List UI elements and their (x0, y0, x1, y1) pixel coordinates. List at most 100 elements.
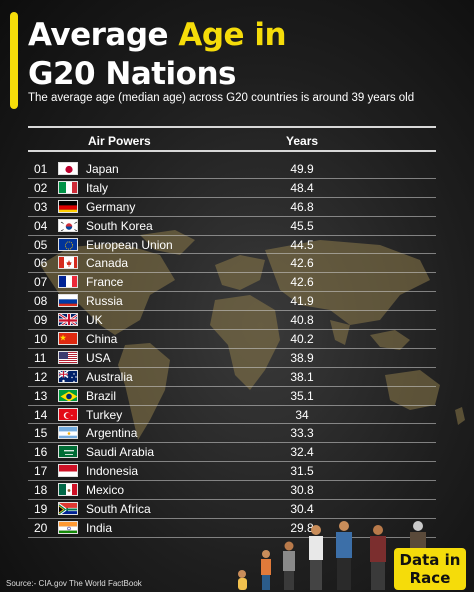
title-line2: G20 Nations (28, 56, 237, 92)
table-row: 12 Australia 38.1 (28, 368, 436, 387)
title-accent-bar (10, 12, 18, 109)
title-highlight: Age in (178, 17, 287, 53)
table-row: 19 South Africa 30.4 (28, 500, 436, 519)
table-rows: 01 Japan 49.9 02 Italy 48.4 03 Germany 46.8 04 Sou… (28, 160, 436, 538)
canada-flag (58, 256, 78, 270)
table-row: 05 European Union 44.5 (28, 236, 436, 255)
table-row: 02 Italy 48.4 (28, 179, 436, 198)
country-name: European Union (86, 237, 173, 252)
rank-number: 07 (34, 275, 48, 290)
table-row: 11 USA 38.9 (28, 349, 436, 368)
country-name: Saudi Arabia (86, 445, 155, 460)
country-name: Australia (86, 369, 133, 384)
rank-number: 16 (34, 445, 48, 460)
median-age-value: 33.3 (290, 426, 314, 441)
country-name: India (86, 520, 113, 535)
ranking-table: Air Powers Years 01 Japan 49.9 02 Italy 48.4 0… (28, 126, 436, 538)
rank-number: 11 (34, 350, 47, 365)
france-flag (58, 275, 78, 289)
column-header-country: Air Powers (88, 134, 151, 148)
source-note: Source:- CIA.gov The World FactBook (6, 579, 142, 588)
table-row: 06 Canada 42.6 (28, 254, 436, 274)
rank-number: 04 (34, 218, 48, 233)
table-row: 17 Indonesia 31.5 (28, 462, 436, 482)
data-in-race-logo: Data in Race (394, 548, 466, 590)
rank-number: 20 (34, 520, 48, 535)
median-age-value: 29.8 (290, 520, 314, 535)
country-name: Turkey (86, 407, 123, 422)
country-name: South Korea (86, 218, 153, 233)
median-age-value: 41.9 (290, 294, 314, 309)
table-row: 20 India 29.8 (28, 519, 436, 538)
median-age-value: 40.8 (290, 313, 314, 328)
table-row: 01 Japan 49.9 (28, 160, 436, 179)
rank-number: 14 (34, 407, 48, 422)
germany-flag (58, 199, 78, 213)
median-age-value: 46.8 (290, 199, 314, 214)
country-name: France (86, 275, 124, 290)
rank-number: 12 (34, 369, 48, 384)
median-age-value: 30.8 (290, 483, 314, 498)
country-name: South Africa (86, 502, 151, 517)
median-age-value: 48.4 (290, 180, 314, 195)
table-row: 14 Turkey 34 (28, 406, 436, 425)
usa-flag (58, 350, 78, 364)
median-age-value: 34 (295, 407, 309, 422)
china-flag (58, 332, 78, 346)
rank-number: 18 (34, 483, 48, 498)
eu-flag (58, 237, 78, 251)
world-map-background (40, 230, 465, 440)
country-name: Indonesia (86, 464, 139, 479)
country-name: USA (86, 350, 111, 365)
brazil-flag (58, 388, 78, 402)
country-name: China (86, 332, 118, 347)
rank-number: 02 (34, 180, 48, 195)
median-age-value: 45.5 (290, 218, 314, 233)
country-name: Germany (86, 199, 136, 214)
rank-number: 15 (34, 426, 48, 441)
table-row: 10 China 40.2 (28, 330, 436, 349)
table-row: 15 Argentina 33.3 (28, 424, 436, 444)
country-name: Russia (86, 294, 123, 309)
turkey-flag (58, 407, 78, 421)
median-age-value: 35.1 (290, 388, 314, 403)
australia-flag (58, 369, 78, 383)
median-age-value: 40.2 (290, 332, 314, 347)
rank-number: 05 (34, 237, 48, 252)
country-name: Canada (86, 256, 129, 271)
page-title: Average Age in G20 Nations (28, 16, 468, 94)
title-part1: Average (28, 17, 179, 53)
south-africa-flag (58, 502, 78, 516)
logo-line1: Data in (399, 551, 461, 569)
median-age-value: 42.6 (290, 275, 314, 290)
country-name: Mexico (86, 483, 125, 498)
table-row: 04 South Korea 45.5 (28, 217, 436, 236)
saudi-arabia-flag (58, 445, 78, 459)
rank-number: 08 (34, 294, 48, 309)
rank-number: 17 (34, 464, 48, 479)
country-name: Japan (86, 162, 119, 176)
column-header-years: Years (286, 134, 319, 148)
india-flag (58, 520, 78, 534)
table-row: 13 Brazil 35.1 (28, 387, 436, 406)
median-age-value: 49.9 (290, 162, 314, 176)
median-age-value: 44.5 (290, 237, 314, 252)
table-row: 07 France 42.6 (28, 273, 436, 293)
subtitle: The average age (median age) across G20 … (28, 92, 415, 104)
mexico-flag (58, 483, 78, 497)
logo-line2: Race (409, 569, 451, 587)
south-korea-flag (58, 218, 78, 232)
median-age-value: 32.4 (290, 445, 314, 460)
table-row: 08 Russia 41.9 (28, 292, 436, 312)
country-name: Italy (86, 180, 109, 195)
rank-number: 01 (34, 162, 48, 176)
country-name: Brazil (86, 388, 117, 403)
table-row: 18 Mexico 30.8 (28, 481, 436, 501)
table-row: 09 UK 40.8 (28, 311, 436, 331)
country-name: UK (86, 313, 103, 328)
table-row: 03 Germany 46.8 (28, 198, 436, 217)
russia-flag (58, 294, 78, 308)
median-age-value: 38.9 (290, 350, 314, 365)
japan-flag (58, 162, 78, 175)
italy-flag (58, 180, 78, 194)
